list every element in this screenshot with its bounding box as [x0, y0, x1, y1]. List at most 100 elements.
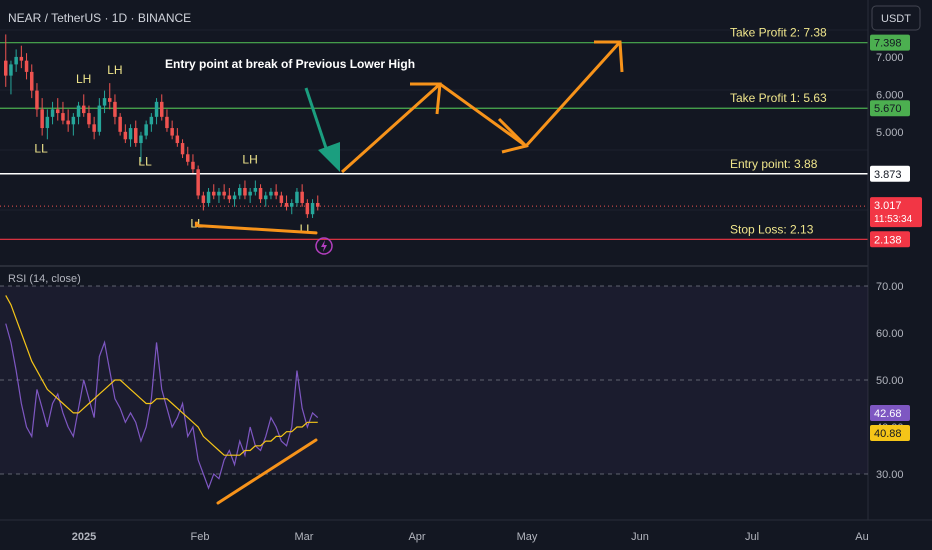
candle-body — [76, 105, 81, 117]
candle-body — [269, 191, 273, 196]
candle-body — [134, 128, 138, 144]
swing-label: LH — [242, 153, 257, 167]
candle-body — [248, 191, 252, 196]
candle-body — [108, 98, 112, 102]
candle-body — [212, 191, 216, 196]
currency-button[interactable] — [871, 5, 921, 31]
candle-body — [201, 195, 206, 203]
axis-price-tags: 7.398 5.670 3.873 2.138 3.017 11:53:34 42.68 40… — [870, 34, 922, 441]
time-tick: Jul — [745, 531, 759, 543]
candle-body — [30, 71, 34, 91]
alert-bolt-icon[interactable] — [315, 237, 333, 255]
rsi-tag-label: 42.68 — [874, 408, 902, 420]
candle-body — [175, 135, 180, 144]
candle-body — [232, 195, 237, 200]
candle-body — [206, 191, 211, 203]
projection-arrows — [194, 40, 624, 235]
candle-body — [4, 60, 8, 76]
candle-body — [295, 191, 299, 203]
candle-body — [56, 109, 60, 114]
candle-body — [243, 187, 247, 196]
time-tick: May — [517, 531, 538, 543]
price-tag — [870, 165, 910, 182]
candle-body — [19, 56, 24, 61]
candle-body — [9, 64, 13, 76]
candle-body — [45, 116, 50, 129]
price-tick: 5.000 — [876, 127, 904, 139]
candle-body — [191, 161, 195, 170]
price-tag-label: 3.873 — [874, 169, 902, 181]
candle-body — [71, 116, 76, 125]
price-tick: 6.000 — [876, 89, 904, 101]
candle-body — [14, 56, 18, 65]
candle-body — [170, 128, 174, 136]
arrowhead — [410, 82, 442, 115]
time-tick: Mar — [295, 531, 314, 543]
candle-body — [35, 90, 39, 110]
entry-pointer — [304, 87, 330, 155]
rsi-tick: 50.00 — [876, 375, 904, 387]
candle-body — [92, 124, 96, 132]
swing-label: LL — [138, 155, 152, 169]
price-tag — [870, 34, 910, 51]
level-label: Entry point: 3.88 — [730, 157, 818, 171]
rsi-title: RSI (14, close) — [8, 273, 81, 285]
candle-body — [227, 195, 232, 200]
candle-body — [284, 202, 289, 207]
entry-note: Entry point at break of Previous Lower H… — [165, 57, 415, 71]
candle-body — [128, 128, 133, 140]
price-tag-label: 5.670 — [874, 103, 902, 115]
candle-body — [165, 116, 169, 129]
candle-body — [118, 116, 122, 132]
level-label: Take Profit 2: 7.38 — [730, 26, 827, 40]
rsi-divergence-line — [216, 438, 318, 505]
swing-label: LH — [76, 72, 91, 86]
candle-body — [290, 202, 294, 207]
time-tick: Jun — [631, 531, 649, 543]
candle-body — [102, 98, 107, 106]
price-tag — [870, 100, 910, 117]
candle-body — [186, 154, 190, 162]
rsi-line — [5, 323, 319, 490]
candle-body — [154, 101, 159, 117]
entry-pointer-head — [318, 142, 340, 172]
rsi-tick: 30.00 — [876, 469, 904, 481]
arrowhead — [594, 40, 624, 73]
price-tick: 7.000 — [876, 52, 904, 64]
rsi-gridlines — [0, 285, 868, 475]
candle-body — [113, 101, 117, 117]
level-label: Stop Loss: 2.13 — [730, 222, 814, 236]
currency-button-label: USDT — [881, 13, 911, 25]
candle-body — [305, 202, 310, 215]
candle-body — [66, 120, 70, 125]
candle-body — [24, 60, 29, 72]
symbol-title: NEAR / TetherUS · 1D · BINANCE — [8, 11, 191, 25]
price-tag-label: 7.398 — [874, 38, 902, 50]
candle-body — [144, 124, 148, 136]
candle-body — [40, 109, 44, 129]
candle-body — [217, 191, 221, 196]
candle-body — [97, 105, 102, 132]
candle-body — [87, 113, 91, 125]
rsi-lines — [5, 295, 319, 505]
candlesticks — [4, 34, 320, 218]
candle-body — [82, 105, 86, 114]
price-tag-label: 2.138 — [874, 234, 902, 246]
rsi-pane[interactable] — [0, 285, 868, 505]
time-axis: 2025 Feb Mar Apr May Jun Jul Au — [0, 519, 932, 543]
candle-body — [258, 187, 263, 200]
countdown-label: 11:53:34 — [874, 214, 913, 225]
candle-body — [196, 169, 200, 196]
rsi-ma-tag-label: 40.88 — [874, 428, 902, 440]
swing-label: LH — [107, 63, 122, 77]
candle-body — [253, 187, 258, 192]
price-pane[interactable]: Take Profit 2: 7.38 Take Profit 1: 5.63 En… — [0, 26, 868, 240]
projection-path — [340, 40, 622, 174]
rsi-tick: 70.00 — [876, 281, 904, 293]
candle-body — [160, 101, 164, 117]
arrowhead — [497, 117, 529, 154]
support-line — [194, 223, 318, 235]
candle-body — [310, 202, 315, 215]
